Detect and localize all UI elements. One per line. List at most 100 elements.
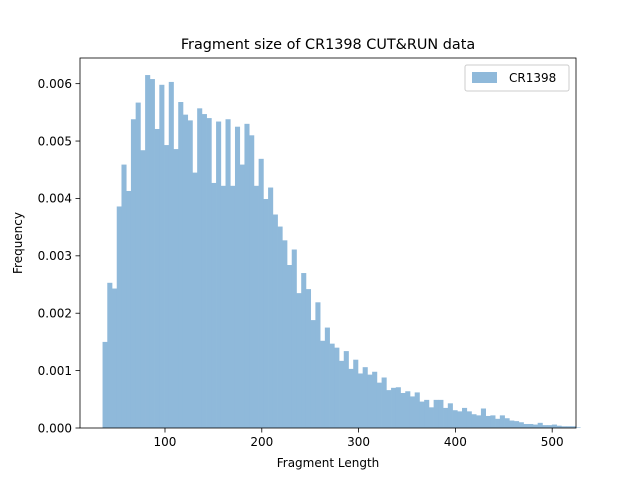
histogram-bar (230, 185, 236, 428)
histogram-bar (566, 426, 572, 428)
legend-label: CR1398 (509, 71, 556, 85)
histogram-bar (220, 185, 226, 428)
x-axis-ticks: 100 200 300 400 500 (154, 428, 564, 449)
histogram-bar (116, 206, 122, 428)
histogram-bar (159, 84, 165, 429)
histogram-bar (277, 226, 283, 428)
histogram-bar (452, 410, 458, 428)
y-axis-label: Frequency (11, 212, 25, 274)
histogram-bar (528, 423, 534, 428)
histogram-bar (296, 293, 302, 428)
histogram-bar (428, 407, 434, 428)
histogram-bar (433, 399, 439, 428)
histogram-bar (253, 185, 259, 428)
histogram-bar (509, 420, 515, 428)
histogram-bar (225, 119, 231, 429)
histogram-bar (320, 340, 326, 428)
histogram-bar (376, 382, 382, 428)
histogram-bar (263, 199, 269, 428)
legend: CR1398 (464, 64, 570, 92)
histogram-bar (112, 288, 118, 428)
histogram-bar (339, 360, 345, 428)
histogram-bar (495, 418, 501, 428)
histogram-bar (310, 320, 316, 428)
histogram-bar (551, 424, 557, 428)
histogram-bar (480, 408, 486, 428)
histogram-bar (438, 399, 444, 428)
histogram-bar (258, 158, 264, 428)
legend-swatch (472, 72, 497, 83)
histogram-bar (466, 411, 472, 428)
histogram-bar (135, 102, 141, 428)
histogram-bar (372, 371, 378, 428)
histogram-bar (164, 145, 170, 428)
histogram-bar (575, 427, 581, 428)
histogram-bar (556, 425, 562, 428)
x-axis-label: Fragment Length (277, 456, 380, 470)
histogram-bar (570, 426, 576, 428)
y-tick-label: 0.003 (38, 249, 72, 263)
histogram-bar (523, 423, 529, 428)
x-tick-label: 200 (250, 435, 273, 449)
histogram-bar (542, 425, 548, 428)
histogram-bar (381, 377, 387, 428)
histogram-bar (395, 387, 401, 428)
histogram-bar (107, 282, 113, 428)
histogram-bar (182, 114, 189, 428)
histogram-bar (239, 164, 245, 428)
histogram-bar (443, 407, 449, 428)
histogram-bar (424, 399, 430, 428)
x-tick-label: 300 (347, 435, 370, 449)
histogram-bar (391, 387, 397, 428)
histogram-bar (216, 121, 222, 428)
histogram-bar (211, 182, 217, 428)
histogram-bar (485, 415, 491, 428)
histogram-bar (145, 75, 151, 429)
histogram-bar (301, 273, 307, 428)
histogram-bar (504, 418, 510, 428)
histogram-bar (532, 424, 539, 428)
histogram-bar (206, 118, 212, 428)
histogram-bar (329, 343, 335, 428)
y-tick-label: 0.002 (38, 307, 72, 321)
histogram-bar (173, 149, 179, 428)
histogram-bar (187, 120, 193, 428)
chart-title: Fragment size of CR1398 CUT&RUN data (181, 37, 475, 53)
x-tick-label: 100 (154, 435, 177, 449)
histogram-bar (357, 373, 364, 428)
histogram-bar (457, 411, 463, 428)
histogram-bar (518, 422, 524, 428)
histogram-bar (305, 289, 312, 428)
histogram-bar (149, 79, 155, 428)
histogram-bar (334, 347, 340, 428)
histogram-bar (272, 214, 278, 428)
histogram-bar (414, 392, 420, 428)
histogram-bar (343, 351, 349, 428)
histogram-bar (348, 368, 354, 428)
histogram-bar (121, 164, 127, 428)
histogram-bar (514, 421, 520, 428)
histogram-bar (476, 415, 482, 428)
histogram-bar (287, 265, 293, 428)
histogram-bar (386, 390, 392, 428)
x-tick-label: 500 (541, 435, 564, 449)
histogram-bar (471, 414, 477, 428)
y-tick-label: 0.001 (38, 364, 72, 378)
histogram-bar (400, 392, 406, 428)
histogram-bar (197, 108, 203, 428)
histogram-bar (178, 102, 184, 429)
histogram-bar (192, 172, 198, 428)
histogram-bar (447, 403, 453, 428)
histogram-bar (362, 367, 368, 428)
histogram-bar (234, 126, 241, 428)
histogram-bar (126, 190, 132, 428)
plot-frame (79, 57, 577, 429)
x-tick-label: 400 (444, 435, 467, 449)
histogram-bar (268, 187, 274, 428)
histogram-bar (315, 302, 321, 428)
y-tick-label: 0.005 (38, 134, 72, 148)
histogram-bar (537, 422, 543, 428)
legend-frame (464, 64, 570, 92)
